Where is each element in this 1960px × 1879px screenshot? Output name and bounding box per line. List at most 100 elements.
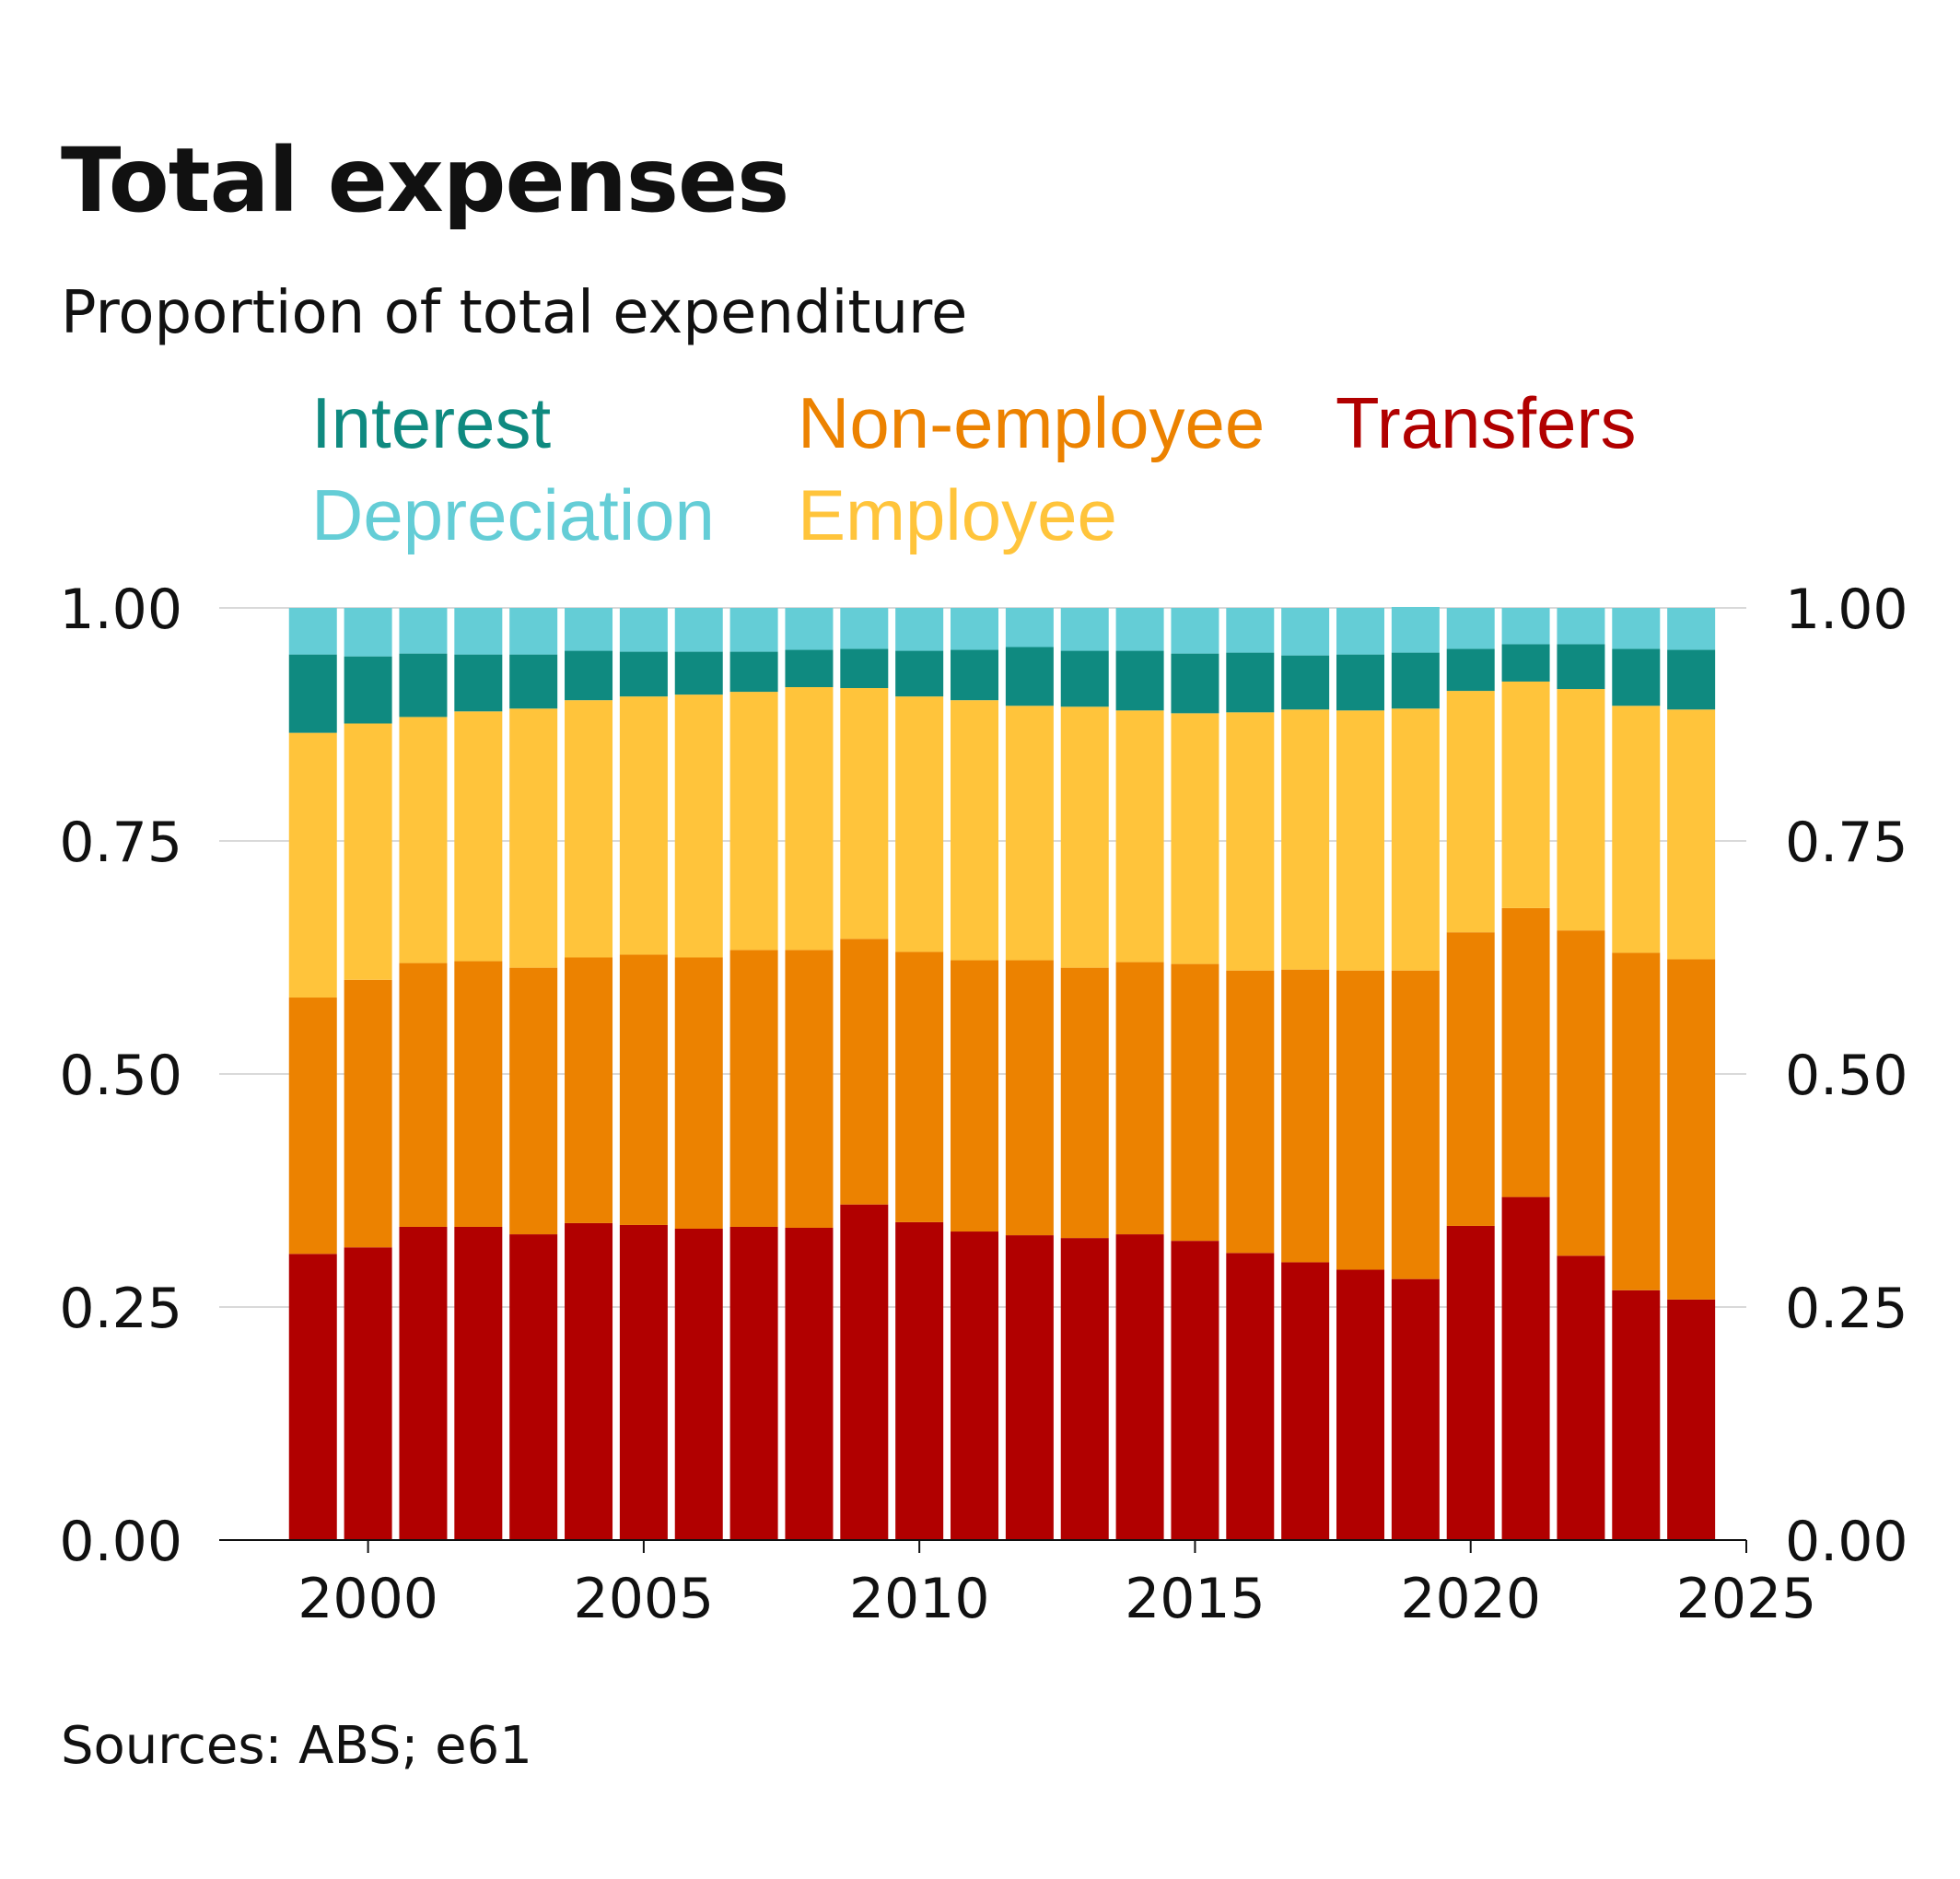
bar-segment-depreciation xyxy=(1281,608,1330,656)
bar-segment-depreciation xyxy=(565,608,613,651)
legend-interest: Interest xyxy=(311,382,552,463)
chart-subtitle: Proportion of total expenditure xyxy=(61,279,968,347)
bar-segment-interest xyxy=(840,648,889,689)
bar-segment-non-employee xyxy=(1391,970,1440,1279)
bar-segment-employee xyxy=(785,687,834,951)
bar-segment-depreciation xyxy=(1612,608,1661,649)
bar-segment-transfers xyxy=(729,1226,778,1540)
bar-segment-interest xyxy=(1557,644,1605,690)
bar-segment-transfers xyxy=(785,1227,834,1540)
bar-segment-interest xyxy=(1501,644,1550,682)
bar-segment-transfers xyxy=(895,1221,944,1540)
y-tick-label-right: 0.50 xyxy=(1785,1044,1908,1108)
x-tick-label: 2020 xyxy=(1400,1567,1541,1631)
bar-segment-interest xyxy=(1281,655,1330,710)
bar-segment-employee xyxy=(619,696,668,955)
legend-non-employee: Non-employee xyxy=(798,382,1266,463)
bar-segment-depreciation xyxy=(729,608,778,652)
bar-segment-employee xyxy=(399,717,448,963)
bar-segment-transfers xyxy=(509,1234,558,1540)
bar-segment-interest xyxy=(344,656,392,724)
bar-segment-non-employee xyxy=(1281,969,1330,1263)
bar-segment-depreciation xyxy=(1667,608,1716,650)
bar-segment-transfers xyxy=(399,1226,448,1540)
bar-segment-non-employee xyxy=(1226,970,1275,1254)
bar-segment-interest xyxy=(729,651,778,693)
bar-segment-employee xyxy=(729,692,778,951)
bar-segment-transfers xyxy=(1226,1253,1275,1540)
bar-segment-depreciation xyxy=(951,608,999,650)
bar-segment-depreciation xyxy=(1060,608,1109,651)
bar-segment-non-employee xyxy=(951,960,999,1232)
bar-segment-non-employee xyxy=(840,939,889,1205)
bar-segment-transfers xyxy=(1281,1262,1330,1540)
bar-segment-employee xyxy=(674,694,723,958)
source-note: Sources: ABS; e61 xyxy=(61,1716,532,1776)
y-tick-label-right: 0.75 xyxy=(1785,811,1908,875)
bar-segment-depreciation xyxy=(509,608,558,655)
bar-segment-interest xyxy=(1612,648,1661,706)
bar-segment-non-employee xyxy=(1501,907,1550,1197)
bar-segment-depreciation xyxy=(454,608,503,655)
bar-segment-non-employee xyxy=(1115,962,1164,1235)
bar-segment-employee xyxy=(1501,681,1550,908)
bar-segment-interest xyxy=(785,649,834,688)
bar-segment-employee xyxy=(840,688,889,940)
bar-segment-non-employee xyxy=(619,954,668,1225)
bar-segment-non-employee xyxy=(785,950,834,1228)
bar-segment-transfers xyxy=(565,1222,613,1540)
bar-segment-interest xyxy=(1060,650,1109,707)
bar-segment-non-employee xyxy=(565,957,613,1223)
bar-segment-interest xyxy=(1446,648,1495,692)
bar-segment-employee xyxy=(1391,708,1440,971)
bar-segment-interest xyxy=(288,654,337,733)
bar-segment-employee xyxy=(288,732,337,998)
bar-segment-depreciation xyxy=(1171,608,1219,654)
bar-segment-transfers xyxy=(1005,1235,1054,1540)
x-tick-label: 2005 xyxy=(574,1567,715,1631)
bar-segment-transfers xyxy=(951,1231,999,1540)
bar-segment-non-employee xyxy=(1667,959,1716,1300)
bar-segment-employee xyxy=(1446,691,1495,933)
bar-segment-transfers xyxy=(1667,1299,1716,1540)
axes: 0.00 0.00 0.25 0.25 0.50 0.50 0.75 0.75 1.00 1.00… xyxy=(59,578,1908,1631)
bar-segment-employee xyxy=(1060,706,1109,968)
bar-segment-non-employee xyxy=(1612,952,1661,1290)
bar-segment-transfers xyxy=(1391,1278,1440,1540)
bar-segment-interest xyxy=(951,649,999,701)
bar-segment-depreciation xyxy=(1226,608,1275,653)
bar-segment-non-employee xyxy=(1171,963,1219,1242)
bar-segment-non-employee xyxy=(729,950,778,1227)
bar-segment-employee xyxy=(1557,689,1605,931)
bar-segment-employee xyxy=(951,700,999,961)
bars xyxy=(288,606,1716,1540)
bar-segment-employee xyxy=(1226,712,1275,971)
bar-segment-employee xyxy=(1667,709,1716,960)
bar-segment-depreciation xyxy=(1115,608,1164,651)
bar-segment-non-employee xyxy=(288,998,337,1255)
bar-segment-depreciation xyxy=(674,608,723,652)
bar-segment-interest xyxy=(895,650,944,697)
x-tick-label: 2025 xyxy=(1676,1567,1817,1631)
bar-segment-interest xyxy=(454,654,503,712)
y-tick-label-left: 0.75 xyxy=(59,811,182,875)
bar-segment-non-employee xyxy=(1446,932,1495,1226)
bar-segment-transfers xyxy=(1060,1238,1109,1540)
bar-segment-depreciation xyxy=(1446,608,1495,649)
legend-depreciation: Depreciation xyxy=(311,474,715,555)
bar-segment-non-employee xyxy=(674,957,723,1229)
bar-segment-transfers xyxy=(1446,1225,1495,1540)
bar-segment-transfers xyxy=(1612,1290,1661,1540)
bar-segment-non-employee xyxy=(1060,967,1109,1239)
bar-segment-transfers xyxy=(288,1254,337,1540)
bar-segment-depreciation xyxy=(1557,608,1605,645)
bar-segment-non-employee xyxy=(454,961,503,1227)
bar-segment-transfers xyxy=(344,1247,392,1540)
y-tick-label-right: 0.00 xyxy=(1785,1510,1908,1574)
bar-segment-employee xyxy=(895,696,944,952)
bar-segment-interest xyxy=(1226,652,1275,713)
bar-segment-transfers xyxy=(454,1226,503,1540)
bar-segment-non-employee xyxy=(509,967,558,1235)
bar-segment-depreciation xyxy=(895,608,944,651)
bar-segment-non-employee xyxy=(1336,970,1385,1270)
